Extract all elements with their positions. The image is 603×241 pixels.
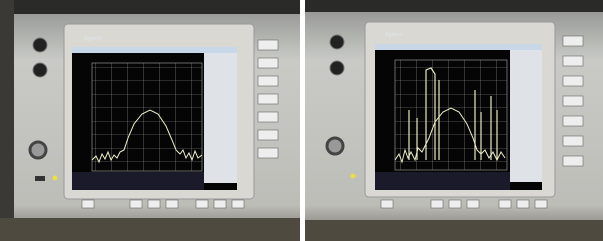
status-bar bbox=[375, 172, 510, 190]
knob bbox=[33, 63, 47, 77]
status-bar bbox=[72, 172, 204, 190]
top-shadow bbox=[305, 0, 603, 12]
led bbox=[53, 176, 58, 181]
rf-connector bbox=[327, 138, 343, 154]
brand: Agilent bbox=[385, 32, 403, 38]
softkey-menu bbox=[510, 50, 542, 182]
knob bbox=[330, 61, 344, 75]
photo-pair: Agilent Agilent bbox=[0, 0, 603, 241]
top-shadow bbox=[0, 0, 300, 14]
right-photo: Agilent bbox=[305, 0, 603, 241]
bottom-shadow bbox=[0, 218, 300, 241]
screen-title-bar bbox=[72, 47, 237, 53]
bottom-shadow bbox=[305, 220, 603, 241]
switch bbox=[35, 176, 45, 181]
left-photo: Agilent bbox=[0, 0, 300, 241]
knob bbox=[33, 38, 47, 52]
page: Agilent Agilent bbox=[0, 0, 603, 241]
side-shadow bbox=[0, 0, 14, 241]
led bbox=[351, 174, 356, 179]
screen-title-bar bbox=[375, 44, 542, 50]
graticule bbox=[92, 63, 202, 171]
softkey-menu bbox=[204, 53, 237, 183]
brand: Agilent bbox=[84, 36, 102, 42]
knob bbox=[330, 35, 344, 49]
rf-connector bbox=[30, 142, 46, 158]
